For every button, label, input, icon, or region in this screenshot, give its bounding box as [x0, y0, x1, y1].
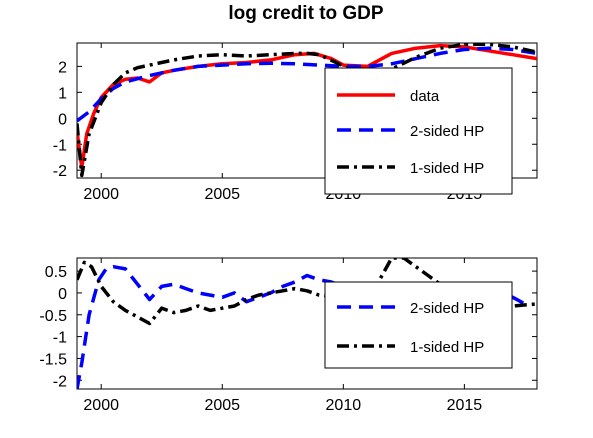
- legend-label: 1-sided HP: [410, 160, 484, 177]
- y-tick-label: -1: [53, 137, 67, 154]
- y-tick-label: -1: [53, 330, 67, 347]
- x-tick-label: 2005: [204, 397, 240, 414]
- legend-label: data: [410, 88, 440, 105]
- y-tick-label: -1.5: [39, 351, 67, 368]
- legend-label: 2-sided HP: [410, 300, 484, 317]
- y-tick-label: -2: [53, 163, 67, 180]
- y-tick-label: -0.5: [39, 308, 67, 325]
- x-tick-label: 2010: [326, 397, 362, 414]
- y-tick-label: 0: [58, 111, 67, 128]
- y-tick-label: -2: [53, 373, 67, 390]
- x-tick-label: 2000: [83, 397, 119, 414]
- x-tick-label: 2015: [447, 397, 483, 414]
- y-tick-label: 0.5: [45, 264, 67, 281]
- bottom-panel: 2000 2005 2010 2015 -2 -1.5 -1 -0.5 0 0.5 2-sided…: [39, 258, 537, 414]
- chart-title: log credit to GDP: [228, 3, 384, 24]
- x-tick-label: 2005: [204, 186, 240, 203]
- legend-label: 2-sided HP: [410, 123, 484, 140]
- y-tick-label: 1: [58, 85, 67, 102]
- y-tick-label: 0: [58, 286, 67, 303]
- x-tick-label: 2000: [83, 186, 119, 203]
- y-tick-label: 2: [58, 59, 67, 76]
- legend-label: 1-sided HP: [410, 339, 484, 356]
